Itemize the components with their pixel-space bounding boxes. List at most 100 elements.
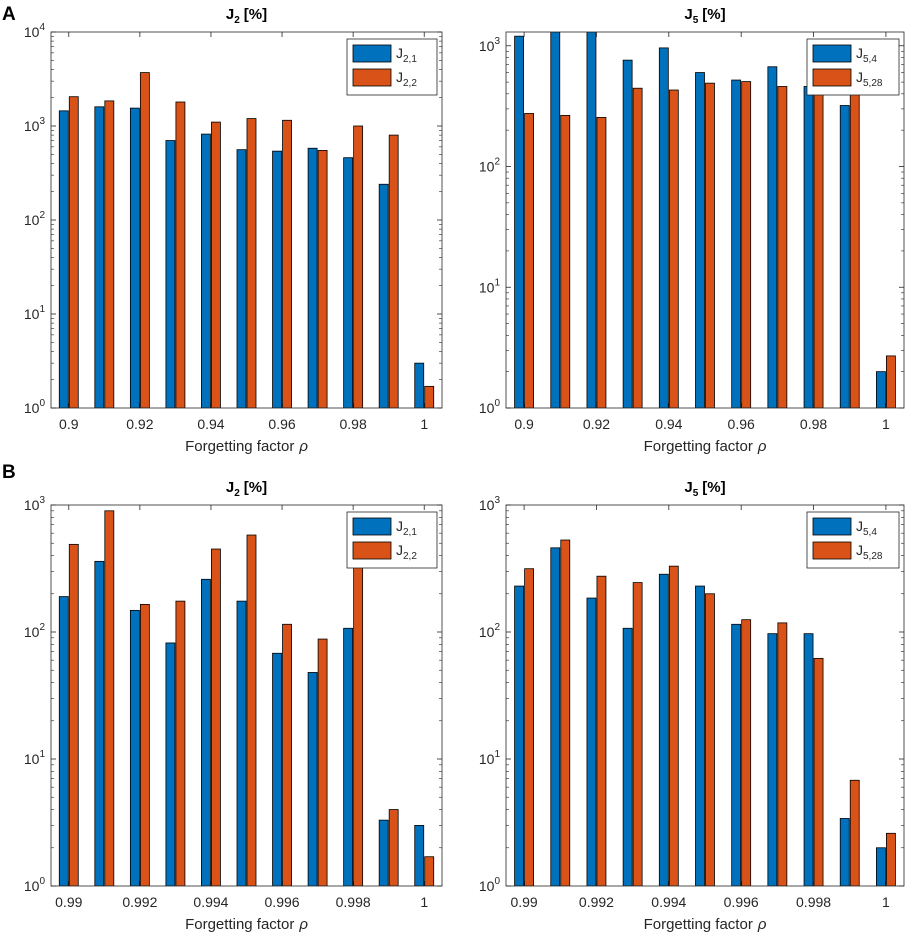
x-tick-label: 0.994 [651, 894, 686, 910]
bar-orange-6 [246, 118, 257, 408]
bar-orange-9 [353, 125, 364, 408]
panel-label: B [2, 462, 16, 483]
legend-label: J2,2 [396, 69, 417, 89]
y-tick-exponent: 3 [39, 116, 45, 127]
bar-orange-3 [139, 72, 150, 408]
x-tick-label: 0.998 [796, 894, 831, 910]
y-tick-label: 102 [479, 622, 501, 640]
chart-title-suffix: [%] [702, 479, 725, 496]
bar-blue-7 [731, 623, 742, 886]
x-tick-label: 1 [420, 416, 428, 432]
legend-swatch-blue [812, 517, 852, 536]
legend-label: J5,4 [856, 518, 877, 538]
plot-area [51, 505, 442, 886]
legend-label-subscript: 2,1 [403, 54, 417, 65]
bar-blue-4 [622, 59, 633, 408]
x-axis-label: Forgetting factor ρ [644, 916, 767, 933]
bar-orange-11 [886, 355, 896, 408]
bar-blue-11 [876, 371, 886, 408]
bar-orange-1 [524, 113, 534, 408]
legend-label-subscript: 2,1 [403, 527, 417, 538]
y-tick-exponent: 0 [494, 876, 500, 887]
plot-area [506, 505, 904, 886]
bar-orange-8 [317, 150, 328, 408]
bar-blue-1 [514, 585, 524, 886]
x-axis-label: Forgetting factor ρ [644, 438, 767, 455]
bar-blue-10 [839, 818, 850, 886]
bar-blue-10 [839, 105, 850, 408]
y-tick-label: 100 [479, 398, 501, 416]
legend-label-main: J [396, 69, 403, 85]
bar-orange-10 [849, 779, 860, 886]
x-axis-label: Forgetting factor ρ [185, 438, 308, 455]
x-tick-label: 0.92 [126, 416, 153, 432]
x-tick-label: 0.98 [340, 416, 367, 432]
legend-label: J2,2 [396, 542, 417, 562]
bar-orange-8 [777, 86, 788, 408]
legend-label-subscript: 2,2 [403, 78, 417, 89]
bar-blue-6 [695, 585, 705, 886]
x-tick-label: 0.98 [800, 416, 827, 432]
axes-box [50, 504, 443, 887]
bar-blue-8 [307, 147, 318, 408]
bar-orange-10 [388, 809, 399, 886]
y-tick-exponent: 0 [494, 398, 500, 409]
bar-blue-5 [658, 573, 669, 886]
x-tick-label: 0.998 [336, 894, 371, 910]
legend-label-main: J [856, 518, 863, 534]
bar-orange-4 [175, 101, 186, 408]
y-tick-exponent: 2 [39, 622, 45, 633]
chart-title-suffix: [%] [244, 479, 267, 496]
y-tick-exponent: 1 [39, 749, 45, 760]
bar-orange-4 [632, 582, 643, 886]
y-tick-label: 102 [24, 622, 46, 640]
bar-blue-1 [58, 596, 69, 886]
x-axis-label-text: Forgetting factor [185, 438, 294, 455]
bar-blue-6 [695, 72, 705, 408]
bar-blue-4 [165, 642, 176, 886]
bar-blue-7 [272, 150, 282, 408]
chart-title-suffix: [%] [702, 6, 725, 23]
x-tick-label: 0.94 [655, 416, 682, 432]
bar-orange-5 [668, 89, 679, 408]
y-tick-label: 103 [479, 495, 501, 513]
legend-label-subscript: 2,2 [403, 551, 417, 562]
legend-label: J2,1 [396, 45, 417, 65]
x-axis-label-symbol: ρ [757, 438, 767, 455]
y-tick-label: 101 [479, 749, 501, 767]
bar-blue-2 [94, 106, 105, 408]
x-axis-label-text: Forgetting factor [185, 916, 294, 933]
y-tick-exponent: 3 [494, 36, 500, 47]
legend-label-subscript: 5,28 [863, 551, 883, 562]
bar-blue-9 [803, 86, 814, 408]
y-tick-exponent: 2 [494, 157, 500, 168]
bar-orange-7 [282, 623, 292, 886]
bar-blue-3 [129, 609, 140, 886]
x-tick-label: 0.94 [197, 416, 224, 432]
bar-orange-1 [68, 543, 79, 886]
bar-orange-8 [317, 638, 328, 886]
bar-blue-2 [94, 560, 105, 886]
bar-orange-11 [424, 856, 435, 886]
y-tick-base: 10 [24, 497, 40, 513]
y-tick-label: 103 [24, 495, 46, 513]
chart-title: J5 [%] [684, 6, 725, 26]
x-tick-label: 0.99 [55, 894, 82, 910]
x-axis-label-symbol: ρ [298, 438, 308, 455]
chart-title: J2 [%] [226, 479, 267, 499]
y-tick-label: 103 [479, 36, 501, 54]
bar-blue-1 [514, 35, 524, 408]
legend-label: J5,4 [856, 45, 877, 65]
x-tick-label: 0.992 [122, 894, 157, 910]
x-tick-label: 0.992 [579, 894, 614, 910]
y-tick-label: 101 [24, 304, 46, 322]
legend-label-main: J [396, 45, 403, 61]
legend-swatch-orange [812, 541, 852, 560]
bar-blue-4 [622, 627, 633, 886]
legend-swatch-orange [352, 68, 392, 87]
legend-label-main: J [856, 69, 863, 85]
